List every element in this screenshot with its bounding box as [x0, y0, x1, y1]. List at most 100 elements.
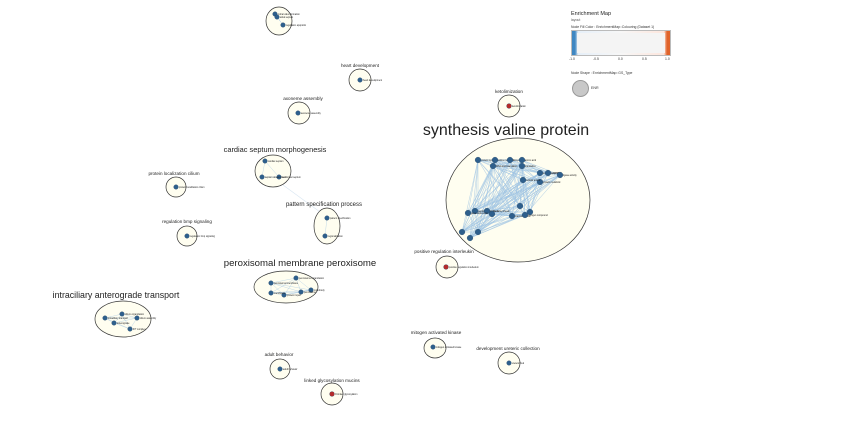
- cluster[interactable]: intraciliary anterograde transport intrac…: [53, 290, 180, 338]
- node-dot[interactable]: [466, 234, 474, 242]
- gene-set-node[interactable]: cardiac septum: [262, 158, 284, 164]
- gene-set-node[interactable]: gene expression: [464, 209, 489, 217]
- node-dot[interactable]: [458, 228, 466, 236]
- node-dot[interactable]: [173, 184, 179, 190]
- gene-set-node[interactable]: axoneme assembly: [295, 110, 322, 116]
- gene-set-node[interactable]: cellular amino: [519, 176, 541, 184]
- node-dot[interactable]: [516, 202, 524, 210]
- cluster[interactable]: axoneme assembly axoneme assembly: [283, 96, 323, 125]
- node-dot[interactable]: [474, 228, 482, 236]
- gene-set-node[interactable]: [488, 210, 496, 218]
- gene-set-node[interactable]: aminoacyl tRNA: [536, 169, 560, 177]
- node-dot[interactable]: [127, 326, 133, 332]
- gene-set-node[interactable]: pattern specification: [324, 215, 351, 221]
- gene-set-node[interactable]: ventricular septum: [276, 174, 301, 180]
- cluster-boundary[interactable]: [313, 207, 341, 245]
- node-dot[interactable]: [308, 287, 314, 293]
- node-dot[interactable]: [268, 280, 274, 286]
- gene-set-node[interactable]: microbody: [308, 287, 326, 293]
- node-dot[interactable]: [464, 209, 472, 217]
- gene-set-node[interactable]: IFT complex: [127, 326, 147, 332]
- node-dot[interactable]: [536, 178, 544, 186]
- cluster[interactable]: heart development heart development: [341, 63, 383, 92]
- node-dot[interactable]: [268, 290, 274, 296]
- node-dot[interactable]: [280, 22, 286, 28]
- cluster[interactable]: mitogen activated kinase mitogen activate…: [411, 330, 462, 359]
- gene-set-node[interactable]: regulation bmp signaling: [184, 233, 216, 239]
- gene-set-node[interactable]: membrane: [268, 290, 286, 296]
- gene-set-node[interactable]: peroxisome: [298, 289, 317, 295]
- node-dot[interactable]: [293, 275, 299, 281]
- node-dot[interactable]: [506, 103, 512, 109]
- node-dot[interactable]: [521, 211, 529, 219]
- node-dot[interactable]: [474, 156, 482, 164]
- gene-set-node[interactable]: translation: [518, 162, 536, 170]
- node-dot[interactable]: [483, 207, 491, 215]
- cluster[interactable]: peroxisomal membrane peroxisome peroxisom…: [224, 258, 377, 304]
- gene-set-node[interactable]: heart development: [357, 77, 383, 83]
- gene-set-node[interactable]: positive regulation interleukin: [443, 264, 480, 270]
- gene-set-node[interactable]: valyl tRNA: [544, 169, 562, 177]
- gene-set-node[interactable]: regionalization: [322, 233, 344, 239]
- node-dot[interactable]: [134, 315, 140, 321]
- node-dot[interactable]: [506, 360, 512, 366]
- gene-set-node[interactable]: [458, 228, 466, 236]
- gene-set-node[interactable]: ureteric bud: [506, 360, 525, 366]
- gene-set-node[interactable]: [516, 202, 524, 210]
- gene-set-node[interactable]: protein synthesis: [474, 156, 499, 164]
- node-dot[interactable]: [488, 210, 496, 218]
- gene-set-node[interactable]: tRNA aminoacylation: [489, 162, 518, 170]
- node-dot[interactable]: [295, 110, 301, 116]
- node-dot[interactable]: [262, 158, 268, 164]
- node-dot[interactable]: [471, 207, 479, 215]
- node-dot[interactable]: [491, 156, 499, 164]
- gene-set-node[interactable]: nitrogen compound: [521, 211, 548, 219]
- node-dot[interactable]: [298, 289, 304, 295]
- gene-set-node[interactable]: amino acid: [518, 156, 537, 164]
- node-dot[interactable]: [508, 212, 516, 220]
- gene-set-node[interactable]: protein metabolic: [536, 178, 561, 186]
- node-dot[interactable]: [518, 156, 526, 164]
- node-dot[interactable]: [274, 14, 280, 20]
- node-dot[interactable]: [489, 162, 497, 170]
- node-dot[interactable]: [357, 77, 363, 83]
- gene-set-node[interactable]: [526, 208, 534, 216]
- cluster[interactable]: pattern specification process pattern spe…: [286, 202, 362, 245]
- cluster-boundary[interactable]: [265, 6, 293, 36]
- cluster[interactable]: adult behavior adult behavior: [265, 352, 298, 380]
- gene-set-node[interactable]: atrial septum: [274, 14, 294, 20]
- node-dot[interactable]: [102, 315, 108, 321]
- cluster[interactable]: regulation bmp signaling regulation bmp s…: [162, 219, 216, 247]
- cluster[interactable]: linked glycosylation mucins O-linked glyc…: [304, 378, 360, 406]
- node-dot[interactable]: [556, 171, 564, 179]
- node-dot[interactable]: [119, 311, 125, 317]
- gene-set-node[interactable]: amide biosynthesis: [483, 207, 510, 215]
- gene-set-node[interactable]: peroxisome organization: [293, 275, 325, 281]
- gene-set-node[interactable]: cilium organization: [119, 311, 145, 317]
- gene-set-node[interactable]: valine metabolic: [491, 156, 515, 164]
- gene-set-node[interactable]: regulation apoptotic: [280, 22, 307, 28]
- node-dot[interactable]: [519, 176, 527, 184]
- cluster[interactable]: protein localization cilium protein local…: [148, 171, 205, 198]
- cluster[interactable]: positive regulation interleukin positive …: [414, 249, 480, 279]
- gene-set-node[interactable]: [466, 234, 474, 242]
- gene-set-node[interactable]: O-linked glycosylation: [329, 391, 358, 397]
- node-dot[interactable]: [536, 169, 544, 177]
- gene-set-node[interactable]: [474, 228, 482, 236]
- node-dot[interactable]: [324, 215, 330, 221]
- node-dot[interactable]: [430, 344, 436, 350]
- node-dot[interactable]: [276, 174, 282, 180]
- node-dot[interactable]: [322, 233, 328, 239]
- cluster-boundary[interactable]: [94, 300, 152, 338]
- node-dot[interactable]: [544, 169, 552, 177]
- node-dot[interactable]: [518, 162, 526, 170]
- gene-set-node[interactable]: peroxisomal membrane: [268, 280, 299, 286]
- cluster[interactable]: development ureteric collection ureteric …: [476, 346, 540, 375]
- cluster[interactable]: cardiac septum morphogenesis cardiac sept…: [224, 145, 327, 188]
- gene-set-node[interactable]: cilium assembly: [134, 315, 157, 321]
- cluster[interactable]: mitral valve formation regulation apoptot…: [265, 6, 307, 36]
- node-dot[interactable]: [277, 366, 283, 372]
- node-dot[interactable]: [443, 264, 449, 270]
- cluster[interactable]: ketolimization ketolimization: [495, 89, 527, 118]
- cluster-boundary[interactable]: [253, 270, 319, 304]
